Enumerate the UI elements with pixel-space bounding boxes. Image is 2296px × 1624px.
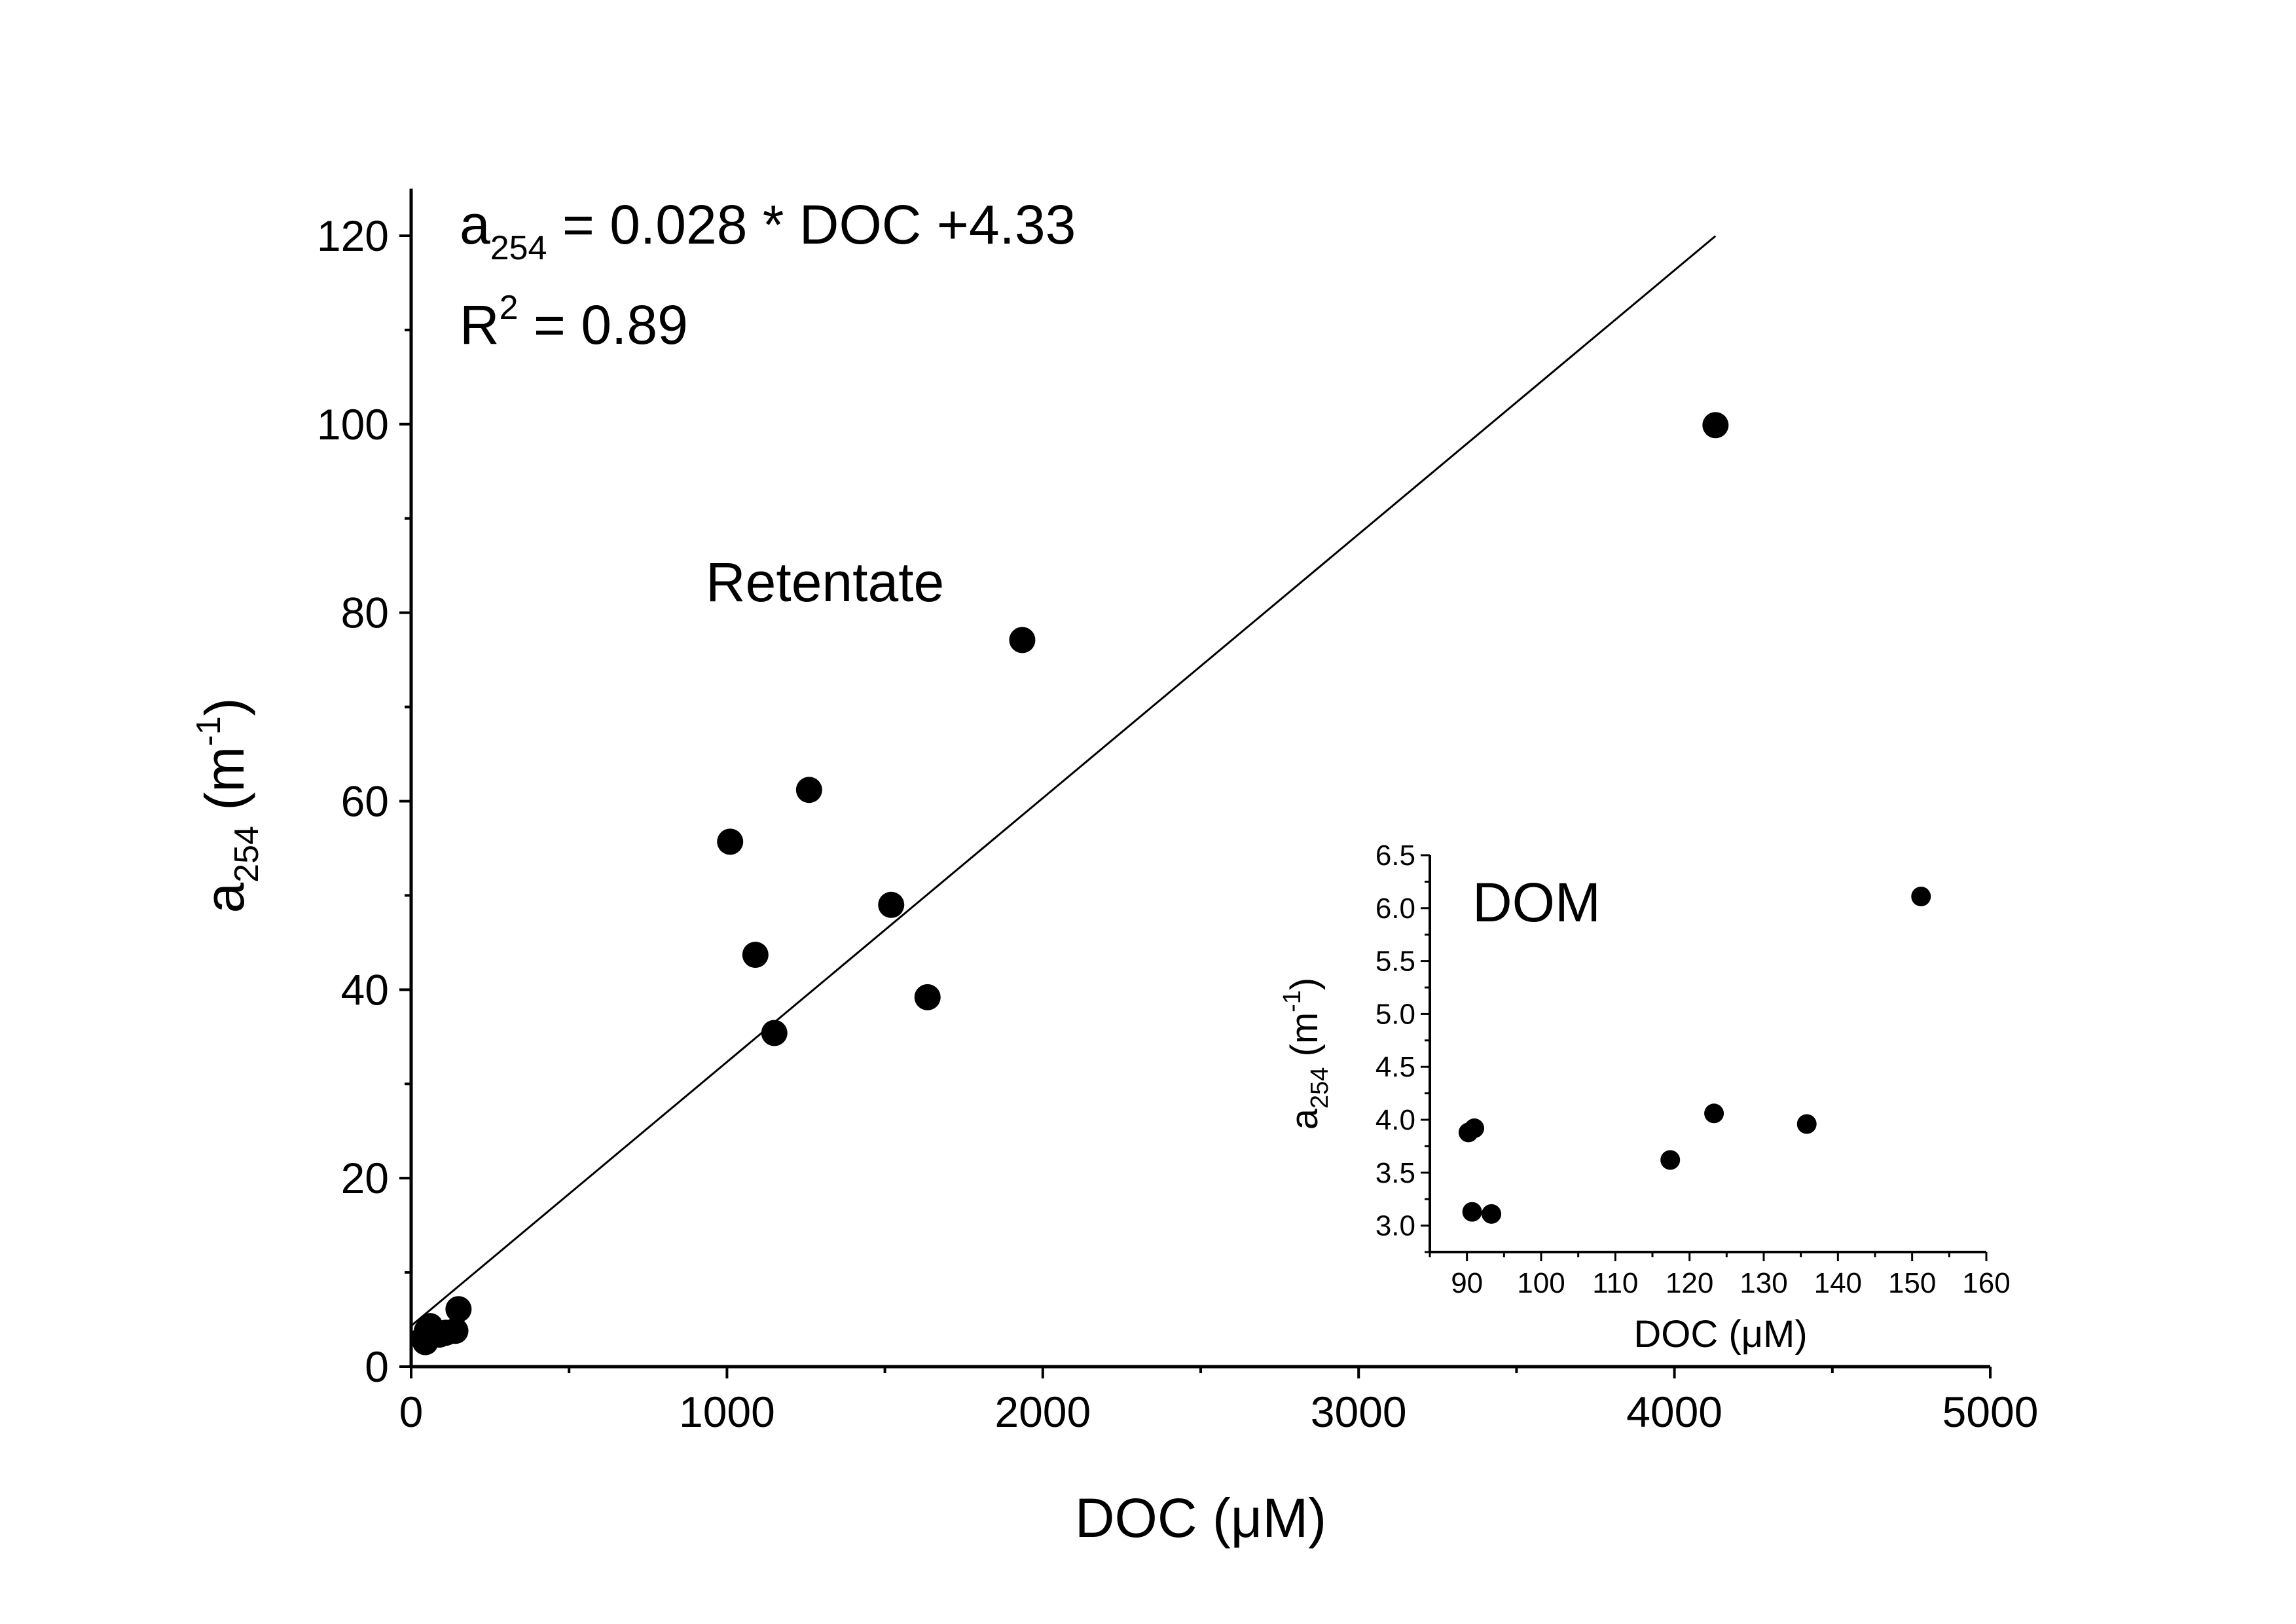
inset-x-tick-label: 150: [1888, 1267, 1936, 1299]
main-data-point: [742, 942, 769, 969]
inset-data-point: [1482, 1204, 1502, 1224]
main-x-tick-label: 2000: [994, 1388, 1091, 1436]
main-y-tick-label: 120: [317, 212, 389, 260]
r-squared-r: R: [460, 294, 500, 356]
r-squared: R2 = 0.89: [460, 289, 688, 356]
main-data-point: [442, 1318, 469, 1344]
main-data-point: [914, 984, 941, 1010]
main-y-tick-label: 100: [317, 400, 389, 449]
main-y-tick-label: 20: [341, 1154, 389, 1202]
regression-line: [410, 235, 1717, 1327]
fit-equation-rest: = 0.028 * DOC +4.33: [547, 194, 1076, 255]
inset-x-tick-label: 140: [1814, 1267, 1862, 1299]
fit-equation: a254 = 0.028 * DOC +4.33: [460, 194, 1076, 267]
inset-x-tick-label: 130: [1740, 1267, 1787, 1299]
inset-points: [1458, 887, 1931, 1224]
inset-y-axis-label-sub: 254: [1306, 1067, 1334, 1109]
main-ticks: 0 1000 2000 3000 4000 5000 0 20 40 60 80 100 120: [317, 212, 2039, 1436]
main-data-point: [761, 1020, 788, 1046]
inset-y-axis-label: a254 (m-1): [1279, 978, 1334, 1130]
main-x-tick-label: 4000: [1626, 1388, 1722, 1436]
inset-data-point: [1704, 1103, 1724, 1124]
inset-data-point: [1911, 887, 1931, 907]
fit-equation-sub: 254: [490, 229, 547, 267]
inset-x-tick-label: 90: [1451, 1267, 1483, 1299]
inset-y-tick-label: 6.5: [1376, 840, 1415, 872]
inset-data-point: [1465, 1118, 1484, 1138]
inset-x-tick-label: 160: [1962, 1267, 2010, 1299]
inset-x-tick-label: 120: [1666, 1267, 1713, 1299]
r-squared-rest: = 0.89: [519, 294, 688, 356]
main-data-point: [445, 1296, 472, 1323]
inset-data-point: [1660, 1150, 1681, 1170]
inset-data-point: [1462, 1202, 1482, 1222]
main-y-tick-label: 80: [341, 589, 389, 637]
main-axes: [409, 189, 1990, 1369]
inset-y-tick-label: 6.0: [1376, 893, 1415, 925]
inset-y-axis-label-close: ): [1283, 978, 1326, 990]
main-x-axis-label: DOC (μM): [1075, 1487, 1326, 1549]
inset-chart: 90 100 110 120 130 140 150 160 3.0 3.5 4.0 4.5 5.0 5.…: [1279, 840, 2011, 1356]
main-data-point: [795, 777, 822, 803]
main-chart: 0 1000 2000 3000 4000 5000 0 20 40 60 80 100 120 DOC…: [190, 189, 2038, 1549]
r-squared-sup: 2: [500, 289, 519, 327]
main-y-tick-label: 0: [365, 1342, 389, 1391]
inset-y-tick-label: 3.0: [1376, 1210, 1415, 1242]
fit-equation-a: a: [460, 194, 490, 255]
inset-y-axis-label-unit: (m: [1283, 1012, 1326, 1067]
main-fit-line-group: [410, 235, 1717, 1327]
main-data-point: [878, 891, 905, 918]
main-x-tick-label: 1000: [679, 1388, 775, 1436]
main-y-axis-label-sup: -1: [190, 716, 228, 746]
inset-ticks: 90 100 110 120 130 140 150 160 3.0 3.5 4.0 4.5 5.0 5.…: [1376, 840, 2011, 1299]
inset-y-axis-label-sup: -1: [1279, 990, 1306, 1012]
main-points: [410, 412, 1729, 1356]
main-x-tick-label: 5000: [1942, 1388, 2039, 1436]
main-y-axis-label-sub: 254: [228, 826, 266, 883]
main-y-axis-label: a254 (m-1): [190, 697, 266, 913]
inset-x-axis-label: DOC (μM): [1633, 1313, 1807, 1356]
main-x-tick-label: 0: [399, 1388, 424, 1436]
inset-y-axis-label-base: a: [1283, 1108, 1326, 1130]
main-y-tick-label: 40: [341, 965, 389, 1014]
inset-y-tick-label: 4.5: [1376, 1051, 1415, 1083]
main-y-axis-label-base: a: [194, 883, 255, 913]
dom-annotation: DOM: [1472, 872, 1601, 933]
inset-x-tick-label: 100: [1517, 1267, 1565, 1299]
inset-y-tick-label: 4.0: [1376, 1104, 1415, 1136]
main-y-axis-label-unit: (m: [194, 747, 255, 826]
main-x-tick-label: 3000: [1311, 1388, 1407, 1436]
main-data-point: [1009, 627, 1036, 654]
inset-y-tick-label: 3.5: [1376, 1157, 1415, 1189]
main-y-axis-label-close: ): [194, 697, 255, 716]
inset-y-tick-label: 5.5: [1376, 946, 1415, 978]
inset-y-tick-label: 5.0: [1376, 998, 1415, 1030]
inset-data-point: [1796, 1114, 1817, 1134]
retentate-annotation: Retentate: [706, 551, 944, 613]
main-data-point: [1702, 412, 1729, 439]
inset-x-tick-label: 110: [1592, 1267, 1638, 1299]
main-y-tick-label: 60: [341, 777, 389, 825]
main-data-point: [717, 828, 744, 855]
